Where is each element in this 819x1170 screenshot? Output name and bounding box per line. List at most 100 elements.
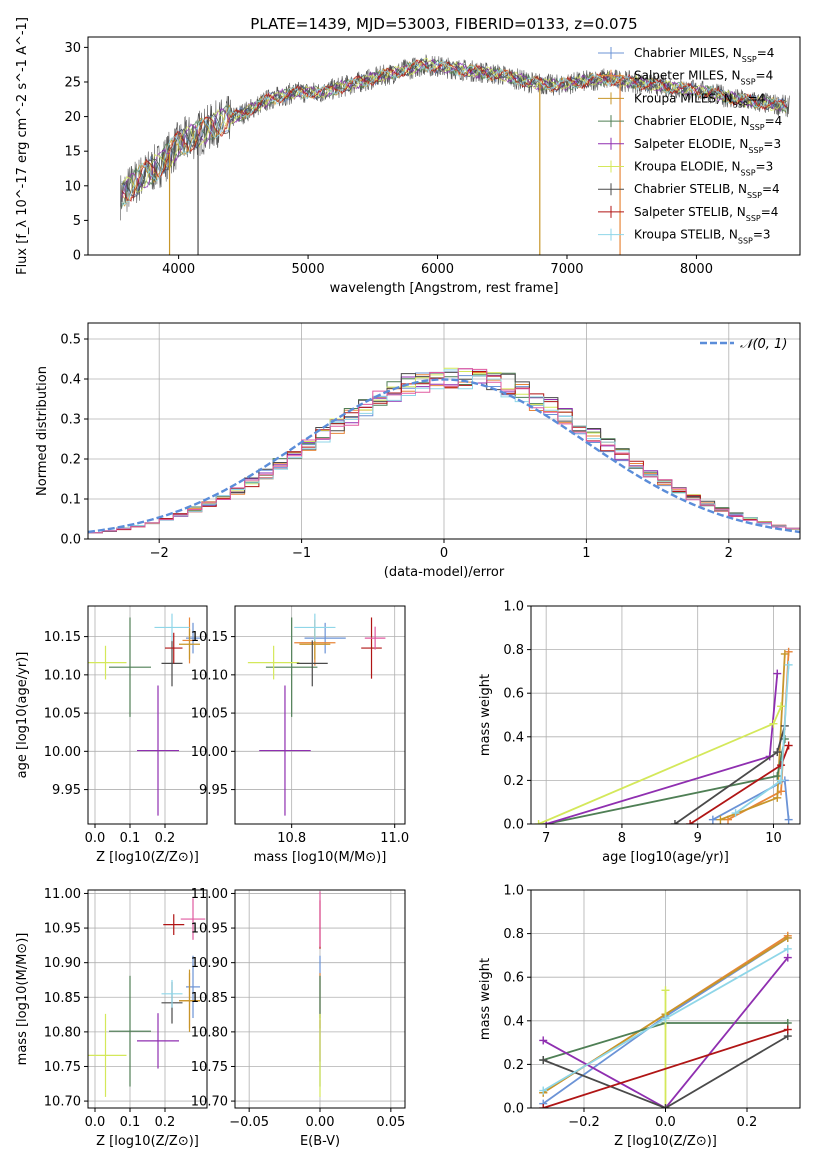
y-tick-label: 0.0 bbox=[503, 818, 524, 833]
axes-frame bbox=[87, 889, 208, 1109]
x-axis-label: Z [log10(Z/Z⊙)] bbox=[96, 1134, 199, 1149]
x-tick-label: 10 bbox=[765, 831, 782, 846]
legend-entry: Chabrier ELODIE, NSSP=4 bbox=[634, 114, 782, 132]
y-tick-label: 10.85 bbox=[191, 991, 228, 1006]
y-tick-label: 30 bbox=[64, 41, 81, 56]
model-spectrum-line bbox=[121, 58, 787, 199]
y-tick-label: 0.4 bbox=[503, 1014, 524, 1029]
x-tick-label: −0.05 bbox=[229, 1115, 269, 1130]
x-tick-label: −0.2 bbox=[568, 1115, 600, 1130]
legend-entry: Kroupa MILES, NSSP=4 bbox=[634, 91, 765, 109]
y-axis-label: mass weight bbox=[478, 958, 493, 1040]
x-tick-label: 6000 bbox=[421, 262, 454, 277]
y-tick-label: 0 bbox=[73, 249, 81, 264]
plot-area-age_vs_mass bbox=[247, 613, 386, 816]
y-tick-label: 10.75 bbox=[44, 1060, 81, 1075]
y-tick-label: 10.95 bbox=[191, 922, 228, 937]
y-tick-label: 0.0 bbox=[60, 533, 81, 548]
model-spectrum-line bbox=[121, 59, 787, 206]
series-line bbox=[542, 1035, 789, 1108]
y-tick-label: 0.3 bbox=[60, 413, 81, 428]
y-tick-label: 10.85 bbox=[44, 991, 81, 1006]
y-tick-label: 0.8 bbox=[503, 643, 524, 658]
x-tick-label: 1 bbox=[582, 546, 590, 561]
y-tick-label: 11.00 bbox=[44, 887, 81, 902]
y-tick-label: 11.00 bbox=[191, 887, 228, 902]
y-tick-label: 0.6 bbox=[503, 971, 524, 986]
model-spectrum-line bbox=[121, 58, 787, 208]
x-tick-label: 2 bbox=[725, 546, 733, 561]
x-axis-label: mass [log10(M/M⊙)] bbox=[254, 850, 387, 865]
panel-mass_vs_ebv: −0.05 0.00 0.05 10.70 10.75 10.80 10.85 10.90 10… bbox=[191, 887, 406, 1149]
figure-title: PLATE=1439, MJD=53003, FIBERID=0133, z=0… bbox=[250, 15, 637, 33]
y-tick-label: 1.0 bbox=[503, 884, 524, 899]
y-tick-label: 1.0 bbox=[503, 600, 524, 615]
y-tick-label: 10.10 bbox=[44, 668, 81, 683]
panel-residuals: −2 −1 0 1 2 0.0 0.1 0.2 0.3 0.4 0.5 (data-model)/er… bbox=[35, 322, 801, 580]
legend-subscript: SSP bbox=[742, 55, 757, 64]
panel-mass_vs_Z: 0.0 0.1 0.2 10.70 10.75 10.80 10.85 10.90 10.95 1… bbox=[15, 887, 208, 1149]
legend-subscript: SSP bbox=[741, 77, 756, 86]
series-line bbox=[542, 1028, 789, 1108]
x-tick-label: 7000 bbox=[550, 262, 583, 277]
legend-subscript: SSP bbox=[746, 213, 761, 222]
axes-frame bbox=[530, 889, 801, 1109]
y-tick-label: 15 bbox=[64, 145, 81, 160]
legend-entry: 𝒩(0, 1) bbox=[740, 337, 787, 352]
model-spectrum-line bbox=[121, 59, 787, 202]
plot-area-mass_vs_Z bbox=[88, 898, 206, 1097]
x-tick-label: 11.0 bbox=[380, 831, 409, 846]
y-tick-label: 0.1 bbox=[60, 493, 81, 508]
y-tick-label: 10.70 bbox=[191, 1095, 228, 1110]
y-axis-label: age [log10(age/yr)] bbox=[15, 652, 30, 779]
y-tick-label: 10.00 bbox=[44, 745, 81, 760]
x-axis-label: Z [log10(Z/Z⊙)] bbox=[96, 850, 199, 865]
x-tick-label: 0.1 bbox=[120, 1115, 141, 1130]
series-line bbox=[542, 957, 789, 1108]
x-tick-label: −1 bbox=[292, 546, 311, 561]
x-axis-label: wavelength [Angstrom, rest frame] bbox=[330, 281, 559, 296]
y-axis-label: mass [log10(M/M⊙)] bbox=[15, 933, 30, 1066]
axes-frame bbox=[530, 605, 801, 825]
panel-weight_vs_age: 7 8 9 10 0.0 0.2 0.4 0.6 0.8 1.0 age [log10(age/yr… bbox=[478, 600, 801, 865]
y-tick-label: 10.75 bbox=[191, 1060, 228, 1075]
x-tick-label: 0.2 bbox=[155, 831, 176, 846]
x-tick-label: 0.05 bbox=[376, 1115, 405, 1130]
series-line bbox=[546, 738, 786, 824]
legend-subscript: SSP bbox=[733, 100, 748, 109]
y-tick-label: 0.4 bbox=[503, 730, 524, 745]
x-tick-label: 0 bbox=[440, 546, 448, 561]
legend-entry: Chabrier MILES, NSSP=4 bbox=[634, 46, 774, 64]
y-axis-label: Normed distribution bbox=[35, 366, 50, 496]
series-line bbox=[545, 673, 779, 824]
y-tick-label: 0.5 bbox=[60, 333, 81, 348]
y-tick-label: 10.15 bbox=[191, 630, 228, 645]
axes-frame bbox=[87, 605, 208, 825]
legend-entry: Chabrier STELIB, NSSP=4 bbox=[634, 182, 780, 200]
legend-entry: Kroupa STELIB, NSSP=3 bbox=[634, 228, 771, 246]
x-tick-label: 10.8 bbox=[277, 831, 306, 846]
x-axis-label: age [log10(age/yr)] bbox=[602, 850, 729, 865]
x-axis-label: (data-model)/error bbox=[384, 565, 505, 580]
legend-entry: Salpeter STELIB, NSSP=4 bbox=[634, 205, 778, 223]
panel-age_vs_Z: 0.0 0.1 0.2 9.95 10.00 10.05 10.10 10.15 Z [log1… bbox=[15, 605, 208, 865]
x-tick-label: 9 bbox=[694, 831, 702, 846]
y-tick-label: 10.90 bbox=[191, 956, 228, 971]
panel-spectrum: 4000 5000 6000 7000 8000 0 5 10 15 20 25 30 waveleng… bbox=[15, 17, 801, 296]
y-tick-label: 10.70 bbox=[44, 1095, 81, 1110]
legend-subscript: SSP bbox=[750, 123, 765, 132]
y-tick-label: 10.15 bbox=[44, 630, 81, 645]
legend-subscript: SSP bbox=[741, 168, 756, 177]
legend-entry: Salpeter ELODIE, NSSP=3 bbox=[634, 137, 781, 155]
y-tick-label: 10.90 bbox=[44, 956, 81, 971]
y-tick-label: 5 bbox=[73, 214, 81, 229]
x-tick-label: 8000 bbox=[680, 262, 713, 277]
x-tick-label: −2 bbox=[150, 546, 169, 561]
axes-frame bbox=[234, 605, 406, 825]
charts-layer: 4000 5000 6000 7000 8000051015202530waveleng… bbox=[15, 17, 801, 1149]
plot-area-age_vs_Z bbox=[88, 613, 200, 816]
plot-area-residuals bbox=[88, 367, 800, 534]
y-tick-label: 10 bbox=[64, 179, 81, 194]
y-tick-label: 0.0 bbox=[503, 1102, 524, 1117]
